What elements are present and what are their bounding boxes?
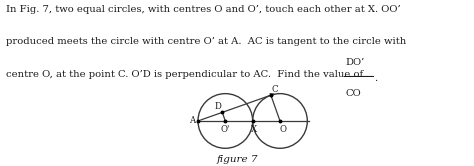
Text: .: .: [374, 74, 378, 83]
Text: A: A: [189, 117, 195, 125]
Text: O': O': [220, 125, 230, 134]
Text: In Fig. 7, two equal circles, with centres O and O’, touch each other at X. OO’: In Fig. 7, two equal circles, with centr…: [6, 5, 401, 14]
Text: C: C: [272, 85, 279, 94]
Text: produced meets the circle with centre O’ at A.  AC is tangent to the circle with: produced meets the circle with centre O’…: [6, 37, 406, 46]
Text: D: D: [215, 102, 222, 111]
Text: O: O: [279, 125, 286, 134]
Text: CO: CO: [345, 89, 361, 98]
Text: DO’: DO’: [345, 58, 365, 67]
Text: centre O, at the point C. O’D is perpendicular to AC.  Find the value of: centre O, at the point C. O’D is perpend…: [6, 70, 364, 79]
Text: figure 7: figure 7: [216, 155, 258, 164]
Text: X: X: [251, 125, 257, 134]
